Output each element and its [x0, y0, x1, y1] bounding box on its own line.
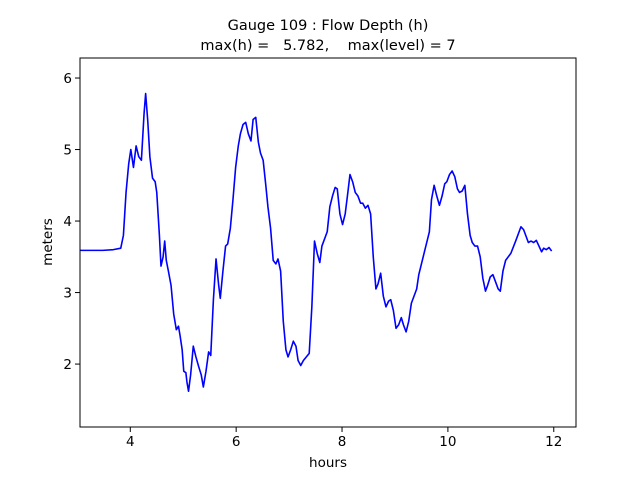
y-tick-label: 2 [63, 357, 72, 373]
x-tick-label: 4 [126, 434, 135, 450]
y-axis-label: meters [40, 218, 56, 266]
y-tick-label: 5 [63, 143, 72, 159]
x-tick-label: 8 [338, 434, 347, 450]
y-tick-label: 6 [63, 71, 72, 87]
x-tick-label: 12 [545, 434, 562, 450]
x-axis-label: hours [309, 455, 347, 471]
plot-area [80, 92, 553, 393]
chart-title: Gauge 109 : Flow Depth (h) [228, 18, 429, 34]
x-tick-label: 10 [439, 434, 456, 450]
y-tick-label: 3 [63, 286, 72, 302]
x-tick-label: 6 [232, 434, 241, 450]
data-line [80, 92, 553, 393]
chart-subtitle: max(h) = 5.782, max(level) = 7 [200, 38, 455, 54]
y-tick-label: 4 [63, 214, 72, 230]
axes-frame [79, 57, 577, 428]
